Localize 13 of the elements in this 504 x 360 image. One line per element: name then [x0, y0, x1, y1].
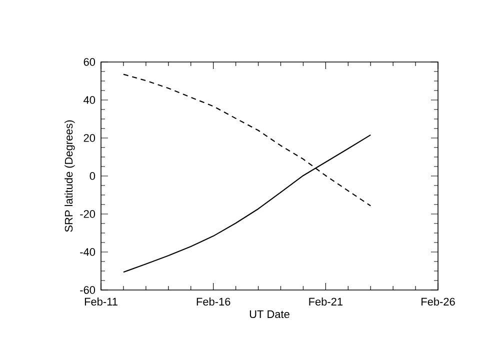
y-tick-label: -60 — [80, 286, 96, 294]
x-tick-label: Feb-11 — [84, 298, 118, 306]
y-tick-label: 40 — [84, 96, 96, 104]
x-tick-label: Feb-26 — [422, 298, 455, 306]
x-tick-label: Feb-21 — [309, 298, 342, 306]
y-tick-label: -40 — [80, 248, 96, 256]
y-tick-label: -20 — [80, 210, 96, 218]
x-tick-label: Feb-16 — [196, 298, 230, 306]
x-axis-title: UT Date — [250, 310, 290, 318]
y-tick-label: 0 — [90, 172, 96, 180]
y-tick-label: 20 — [84, 134, 96, 142]
y-tick-label: 60 — [84, 58, 96, 66]
y-axis-title: SRP latitude (Degrees) — [64, 120, 75, 232]
